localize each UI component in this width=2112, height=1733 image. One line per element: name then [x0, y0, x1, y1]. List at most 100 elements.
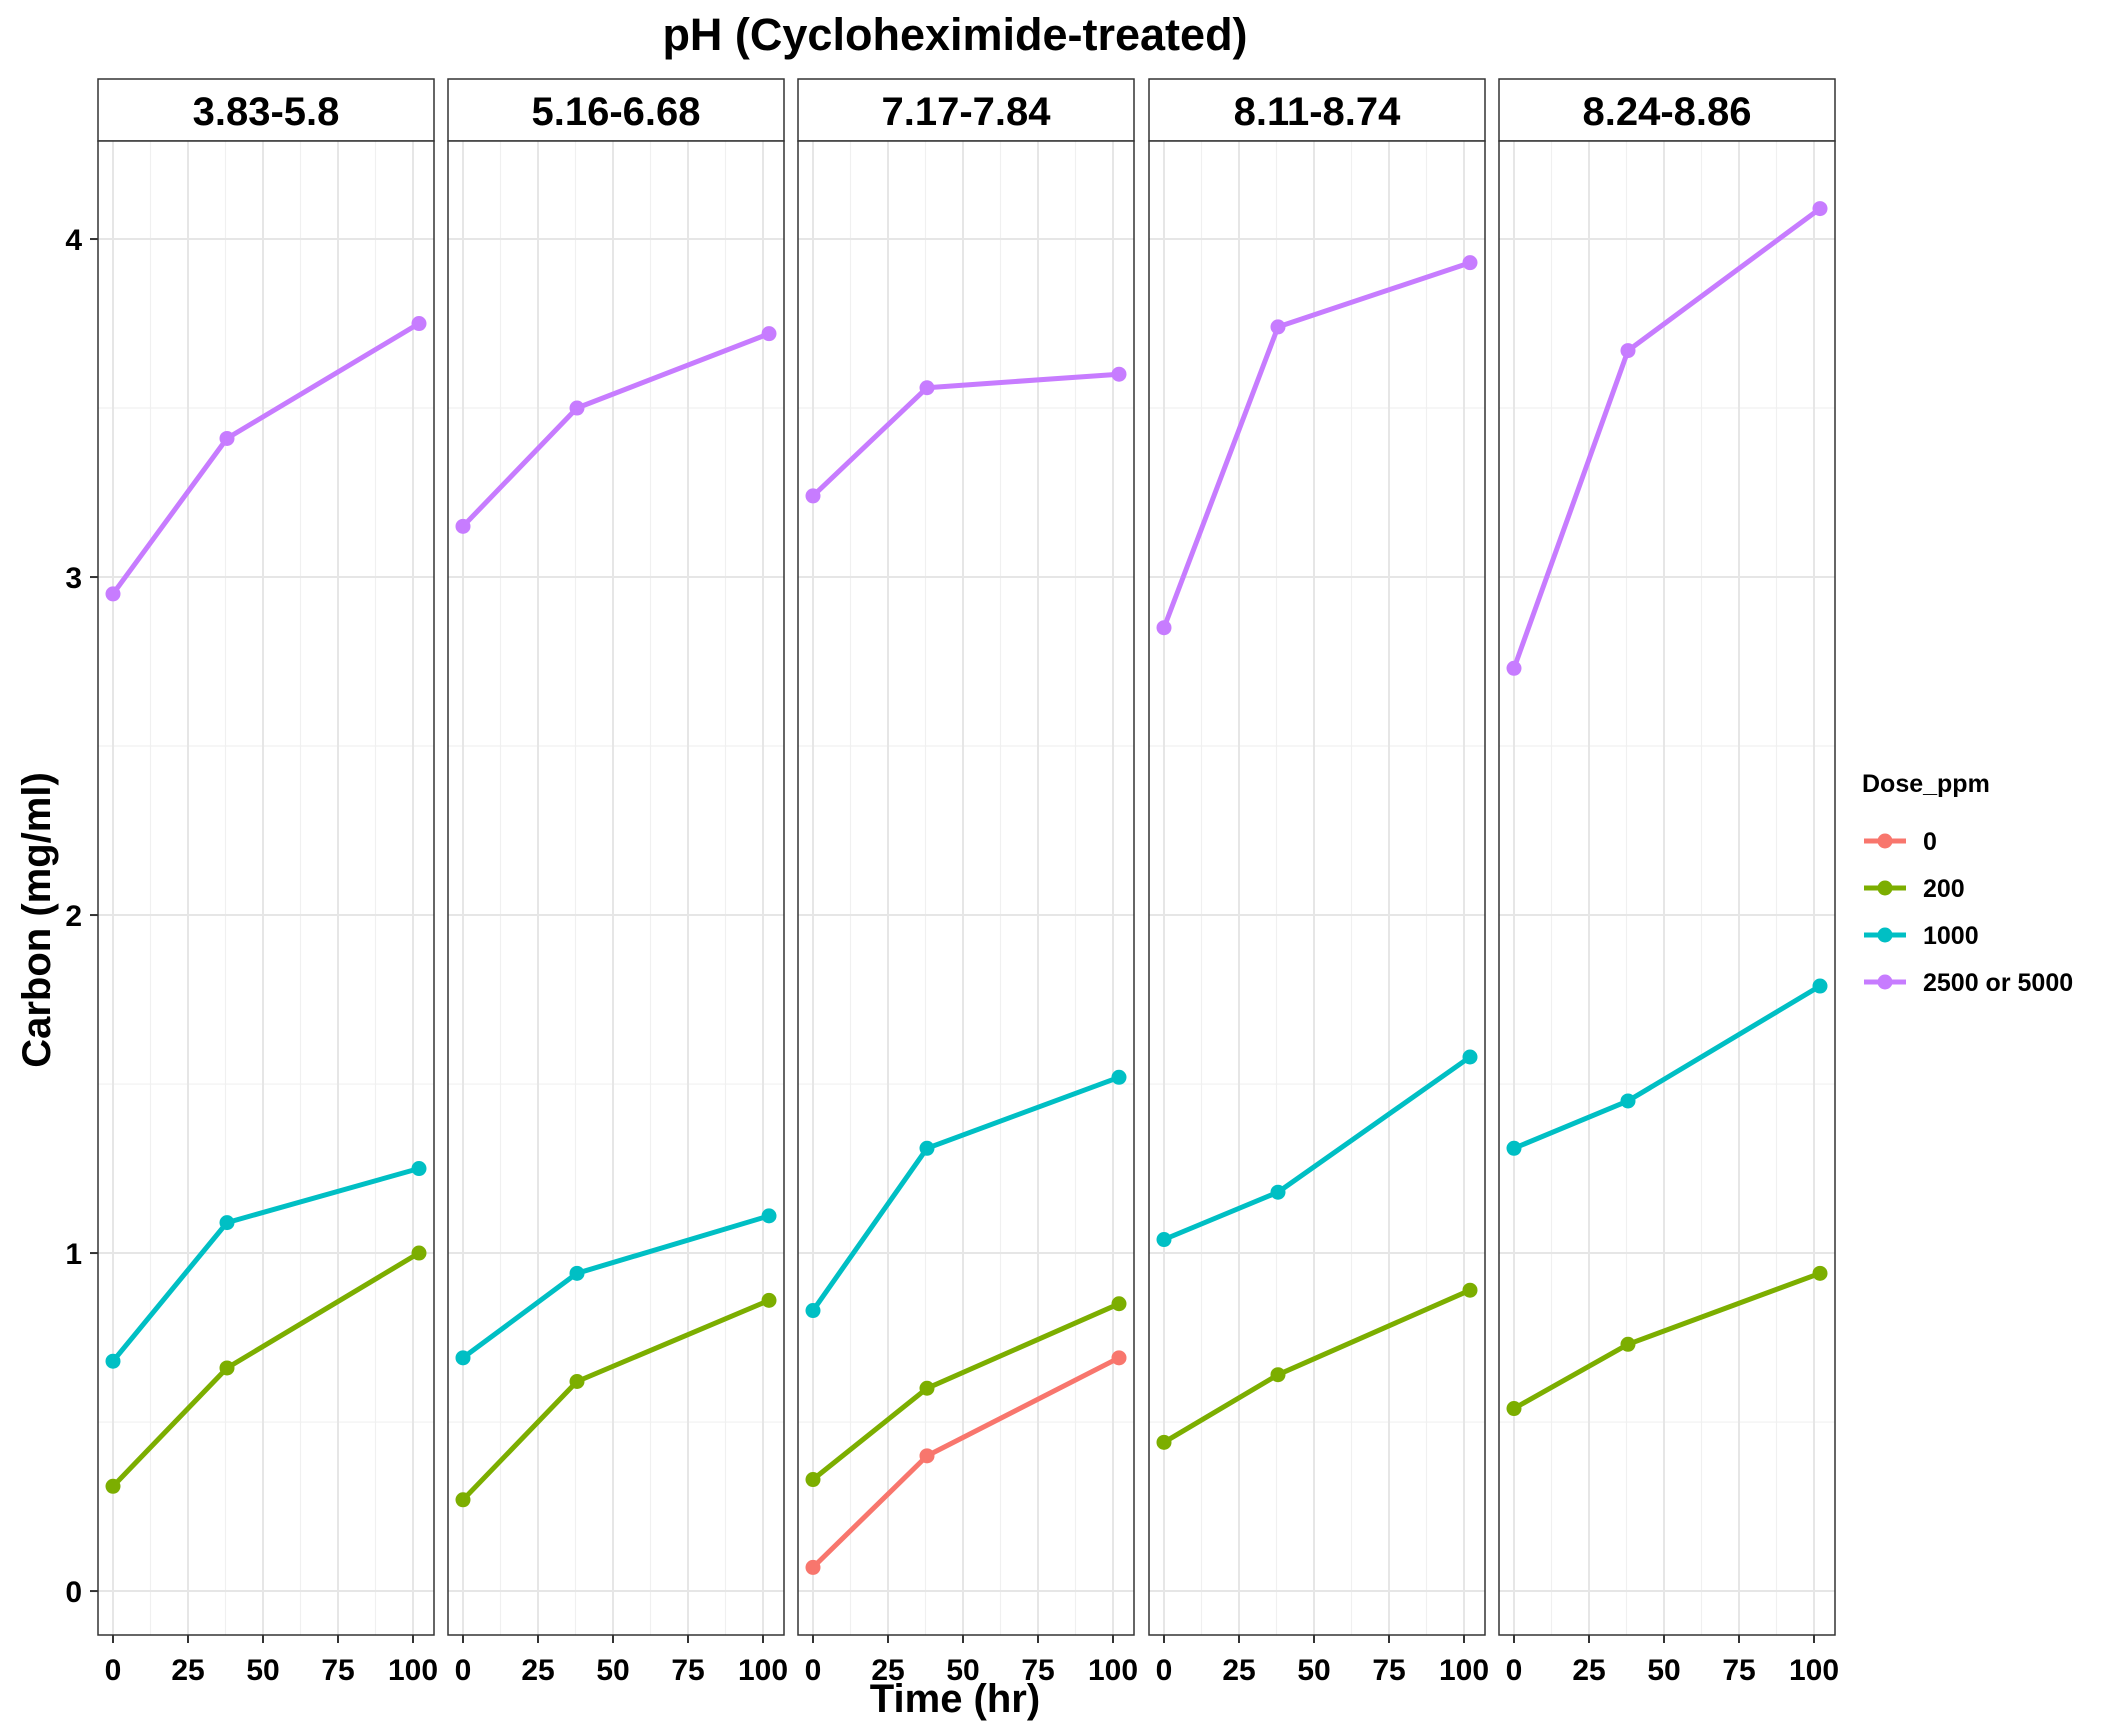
x-tick-label: 50	[1647, 1654, 1680, 1687]
y-tick-label: 3	[65, 562, 82, 595]
panel-background	[1499, 141, 1835, 1635]
y-axis-label: Carbon (mg/ml)	[15, 772, 59, 1068]
legend-entry: 2500 or 5000	[1864, 969, 2073, 997]
legend-key-point	[1877, 974, 1893, 990]
x-tick-label: 50	[596, 1654, 629, 1687]
panel-background	[1149, 141, 1485, 1635]
x-tick-label: 25	[171, 1654, 204, 1687]
x-tick-label: 100	[1088, 1654, 1138, 1687]
x-tick-label: 75	[671, 1654, 704, 1687]
data-point	[1156, 620, 1172, 636]
x-tick-label: 0	[105, 1654, 122, 1687]
data-point	[761, 326, 777, 342]
data-point	[805, 1559, 821, 1575]
x-tick-label: 50	[946, 1654, 979, 1687]
data-point	[1620, 343, 1636, 359]
data-point	[1462, 255, 1478, 271]
data-point	[1111, 1069, 1127, 1085]
data-point	[1462, 1049, 1478, 1065]
legend-entries: 0 200 1000 2500 or 5000	[1864, 828, 2073, 997]
panel-border	[1148, 140, 1486, 1636]
legend-label: 0	[1923, 828, 1937, 856]
data-point	[411, 1161, 427, 1177]
x-tick-label: 75	[1372, 1654, 1405, 1687]
data-point	[1506, 1140, 1522, 1156]
facet-strip-label: 5.16-6.68	[531, 90, 700, 134]
data-point	[1270, 1184, 1286, 1200]
y-tick-label: 4	[65, 224, 82, 257]
x-tick-label: 25	[871, 1654, 904, 1687]
data-point	[919, 1380, 935, 1396]
data-point	[219, 430, 235, 446]
facet-panels: 3.83-5.8 0 25 50 75 100 5.16-6.68 0 25 50 75 100 7.1…	[97, 78, 1839, 1687]
data-point	[1812, 1265, 1828, 1281]
facet-panel: 3.83-5.8 0 25 50 75 100	[97, 78, 438, 1687]
facet-strip	[97, 78, 435, 142]
panel-border	[447, 140, 785, 1636]
chart-title: pH (Cycloheximide-treated)	[662, 9, 1247, 60]
x-tick-label: 50	[246, 1654, 279, 1687]
x-tick-label: 75	[321, 1654, 354, 1687]
data-point	[1156, 1434, 1172, 1450]
data-point	[411, 1245, 427, 1261]
x-tick-label: 25	[521, 1654, 554, 1687]
x-tick-label: 75	[1722, 1654, 1755, 1687]
facet-strip	[797, 78, 1135, 142]
data-point	[1812, 978, 1828, 994]
legend: Dose_ppm 0 200 1000 2500 or 5000	[1862, 770, 2073, 997]
legend-label: 1000	[1923, 922, 1979, 950]
data-point	[455, 1492, 471, 1508]
x-tick-label: 25	[1572, 1654, 1605, 1687]
panel-border	[97, 140, 435, 1636]
data-point	[1270, 319, 1286, 335]
facet-panel: 8.11-8.74 0 25 50 75 100	[1148, 78, 1489, 1687]
panel-background	[798, 141, 1134, 1635]
data-point	[569, 400, 585, 416]
facet-strip	[1148, 78, 1486, 142]
facet-strip	[447, 78, 785, 142]
data-point	[1111, 1296, 1127, 1312]
facet-strip-label: 3.83-5.8	[193, 90, 340, 134]
panel-background	[448, 141, 784, 1635]
data-point	[1156, 1232, 1172, 1248]
facet-panel: 8.24-8.86 0 25 50 75 100	[1498, 78, 1839, 1687]
facet-strip-label: 8.24-8.86	[1582, 90, 1751, 134]
y-axis: 0 1 2 3 4	[65, 224, 98, 1609]
data-point	[569, 1373, 585, 1389]
data-point	[805, 488, 821, 504]
data-point	[105, 1478, 121, 1494]
data-point	[105, 586, 121, 602]
data-point	[411, 316, 427, 332]
y-tick-label: 0	[65, 1576, 82, 1609]
x-tick-label: 100	[738, 1654, 788, 1687]
x-tick-label: 100	[1439, 1654, 1489, 1687]
panel-border	[1498, 140, 1836, 1636]
facet-strip-label: 8.11-8.74	[1234, 90, 1402, 134]
data-point	[105, 1353, 121, 1369]
y-tick-label: 2	[65, 900, 82, 933]
legend-title: Dose_ppm	[1862, 770, 1990, 798]
data-point	[455, 1350, 471, 1366]
x-axis-label: Time (hr)	[870, 1677, 1040, 1721]
data-point	[761, 1292, 777, 1308]
data-point	[919, 380, 935, 396]
data-point	[219, 1360, 235, 1376]
legend-entry: 200	[1864, 875, 1965, 903]
y-tick-label: 1	[65, 1238, 82, 1271]
legend-entry: 1000	[1864, 922, 1979, 950]
data-point	[1506, 660, 1522, 676]
x-tick-label: 0	[1506, 1654, 1523, 1687]
legend-label: 200	[1923, 875, 1965, 903]
x-tick-label: 100	[388, 1654, 438, 1687]
data-point	[919, 1140, 935, 1156]
legend-entry: 0	[1864, 828, 1937, 856]
facet-strip-label: 7.17-7.84	[881, 90, 1051, 134]
facet-panel: 7.17-7.84 0 25 50 75 100	[797, 78, 1138, 1687]
x-tick-label: 0	[805, 1654, 822, 1687]
data-point	[1111, 1350, 1127, 1366]
data-point	[805, 1472, 821, 1488]
data-point	[1620, 1336, 1636, 1352]
x-tick-label: 100	[1789, 1654, 1839, 1687]
